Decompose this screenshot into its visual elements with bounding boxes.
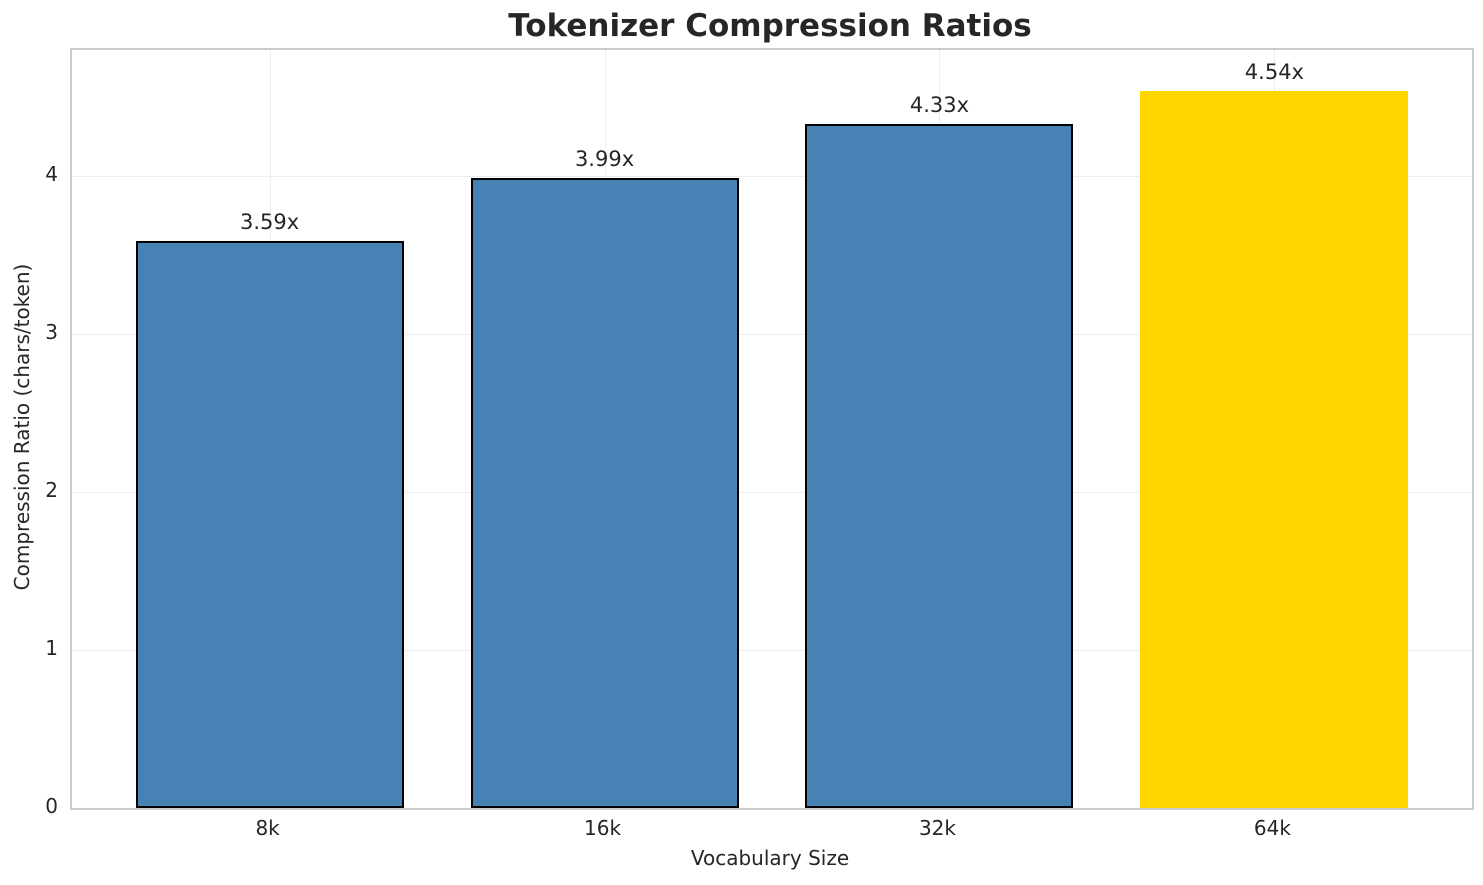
y-tick-label: 4 (45, 162, 58, 187)
x-tick-label: 64k (1253, 816, 1291, 840)
bar (135, 241, 404, 808)
y-tick-label: 1 (45, 636, 58, 661)
grid-line-horizontal (72, 176, 1472, 178)
y-tick-label: 2 (45, 478, 58, 503)
y-tick-label: 0 (45, 794, 58, 818)
x-tick-label: 32k (918, 816, 956, 840)
grid-line-horizontal (72, 650, 1472, 652)
bar-value-label: 4.54x (1244, 60, 1304, 85)
y-tick-label: 3 (45, 320, 58, 345)
x-tick-label: 16k (584, 816, 622, 840)
plot-area: 3.59x 3.99x 4.33x 4.54x (70, 48, 1474, 810)
x-tick-label: 8k (255, 816, 280, 840)
bar-value-label: 3.99x (574, 146, 635, 171)
y-axis-label: Compression Ratio (chars/token) (10, 263, 34, 591)
x-axis-label: Vocabulary Size (690, 846, 850, 870)
bar (805, 124, 1074, 808)
bar (1140, 91, 1409, 808)
grid-line-horizontal (72, 492, 1472, 494)
bar-value-label: 4.33x (909, 93, 970, 118)
grid-line-horizontal (72, 334, 1472, 336)
bar (470, 177, 739, 808)
chart-title: Tokenizer Compression Ratios (508, 8, 1032, 44)
bar-value-label: 3.59x (240, 210, 300, 235)
